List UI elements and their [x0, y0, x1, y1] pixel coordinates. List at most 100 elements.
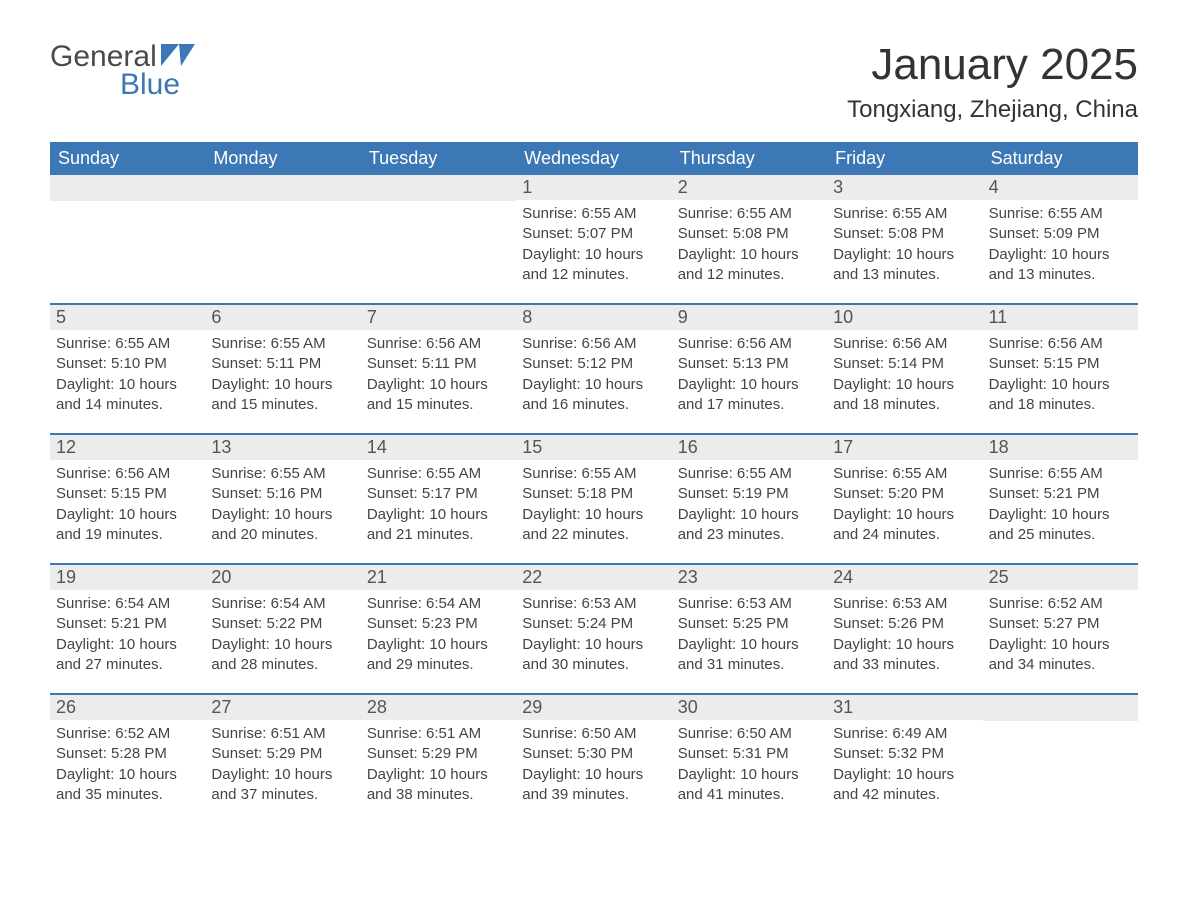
calendar-cell: 3Sunrise: 6:55 AMSunset: 5:08 PMDaylight… [827, 175, 982, 303]
day-number: 17 [827, 435, 982, 460]
daylight2-text: and 14 minutes. [56, 395, 199, 415]
daylight1-text: Daylight: 10 hours [522, 635, 665, 655]
calendar-cell [983, 695, 1138, 823]
sunrise-text: Sunrise: 6:54 AM [56, 594, 199, 614]
calendar: Sunday Monday Tuesday Wednesday Thursday… [50, 142, 1138, 823]
day-number: 1 [516, 175, 671, 200]
daylight1-text: Daylight: 10 hours [522, 375, 665, 395]
daylight2-text: and 21 minutes. [367, 525, 510, 545]
daylight2-text: and 25 minutes. [989, 525, 1132, 545]
daylight2-text: and 16 minutes. [522, 395, 665, 415]
dow-saturday: Saturday [983, 142, 1138, 175]
sunset-text: Sunset: 5:14 PM [833, 354, 976, 374]
daylight1-text: Daylight: 10 hours [211, 635, 354, 655]
sunrise-text: Sunrise: 6:53 AM [833, 594, 976, 614]
day-number [983, 695, 1138, 721]
day-number: 24 [827, 565, 982, 590]
sunrise-text: Sunrise: 6:53 AM [678, 594, 821, 614]
calendar-cell: 7Sunrise: 6:56 AMSunset: 5:11 PMDaylight… [361, 305, 516, 433]
calendar-cell: 26Sunrise: 6:52 AMSunset: 5:28 PMDayligh… [50, 695, 205, 823]
daylight1-text: Daylight: 10 hours [678, 245, 821, 265]
day-body: Sunrise: 6:55 AMSunset: 5:21 PMDaylight:… [983, 460, 1138, 553]
daylight2-text: and 15 minutes. [367, 395, 510, 415]
day-body: Sunrise: 6:53 AMSunset: 5:25 PMDaylight:… [672, 590, 827, 683]
day-number: 4 [983, 175, 1138, 200]
calendar-cell: 6Sunrise: 6:55 AMSunset: 5:11 PMDaylight… [205, 305, 360, 433]
calendar-cell: 25Sunrise: 6:52 AMSunset: 5:27 PMDayligh… [983, 565, 1138, 693]
day-number [50, 175, 205, 201]
day-number: 26 [50, 695, 205, 720]
day-body: Sunrise: 6:55 AMSunset: 5:09 PMDaylight:… [983, 200, 1138, 293]
day-body: Sunrise: 6:52 AMSunset: 5:27 PMDaylight:… [983, 590, 1138, 683]
day-number: 16 [672, 435, 827, 460]
calendar-cell: 19Sunrise: 6:54 AMSunset: 5:21 PMDayligh… [50, 565, 205, 693]
sunset-text: Sunset: 5:26 PM [833, 614, 976, 634]
day-number: 3 [827, 175, 982, 200]
dow-monday: Monday [205, 142, 360, 175]
sunrise-text: Sunrise: 6:56 AM [367, 334, 510, 354]
calendar-header-row: Sunday Monday Tuesday Wednesday Thursday… [50, 142, 1138, 175]
daylight1-text: Daylight: 10 hours [56, 765, 199, 785]
sunrise-text: Sunrise: 6:56 AM [833, 334, 976, 354]
day-number: 6 [205, 305, 360, 330]
daylight2-text: and 20 minutes. [211, 525, 354, 545]
dow-sunday: Sunday [50, 142, 205, 175]
day-body: Sunrise: 6:55 AMSunset: 5:10 PMDaylight:… [50, 330, 205, 423]
calendar-cell: 17Sunrise: 6:55 AMSunset: 5:20 PMDayligh… [827, 435, 982, 563]
calendar-cell: 12Sunrise: 6:56 AMSunset: 5:15 PMDayligh… [50, 435, 205, 563]
sunrise-text: Sunrise: 6:51 AM [211, 724, 354, 744]
day-number: 27 [205, 695, 360, 720]
daylight1-text: Daylight: 10 hours [367, 375, 510, 395]
daylight2-text: and 22 minutes. [522, 525, 665, 545]
day-body: Sunrise: 6:56 AMSunset: 5:15 PMDaylight:… [50, 460, 205, 553]
daylight2-text: and 31 minutes. [678, 655, 821, 675]
daylight1-text: Daylight: 10 hours [989, 635, 1132, 655]
sunset-text: Sunset: 5:27 PM [989, 614, 1132, 634]
day-body: Sunrise: 6:55 AMSunset: 5:16 PMDaylight:… [205, 460, 360, 553]
daylight1-text: Daylight: 10 hours [989, 375, 1132, 395]
daylight1-text: Daylight: 10 hours [678, 765, 821, 785]
calendar-cell: 23Sunrise: 6:53 AMSunset: 5:25 PMDayligh… [672, 565, 827, 693]
daylight1-text: Daylight: 10 hours [833, 375, 976, 395]
calendar-week: 5Sunrise: 6:55 AMSunset: 5:10 PMDaylight… [50, 303, 1138, 433]
daylight2-text: and 35 minutes. [56, 785, 199, 805]
calendar-week: 1Sunrise: 6:55 AMSunset: 5:07 PMDaylight… [50, 175, 1138, 303]
day-body: Sunrise: 6:55 AMSunset: 5:11 PMDaylight:… [205, 330, 360, 423]
day-number: 23 [672, 565, 827, 590]
sunset-text: Sunset: 5:11 PM [211, 354, 354, 374]
daylight2-text: and 13 minutes. [989, 265, 1132, 285]
weeks-container: 1Sunrise: 6:55 AMSunset: 5:07 PMDaylight… [50, 175, 1138, 823]
sunrise-text: Sunrise: 6:53 AM [522, 594, 665, 614]
day-body: Sunrise: 6:56 AMSunset: 5:15 PMDaylight:… [983, 330, 1138, 423]
daylight1-text: Daylight: 10 hours [833, 635, 976, 655]
sunset-text: Sunset: 5:23 PM [367, 614, 510, 634]
day-number: 7 [361, 305, 516, 330]
day-number: 11 [983, 305, 1138, 330]
day-number: 31 [827, 695, 982, 720]
day-body: Sunrise: 6:49 AMSunset: 5:32 PMDaylight:… [827, 720, 982, 813]
day-number: 13 [205, 435, 360, 460]
calendar-cell: 22Sunrise: 6:53 AMSunset: 5:24 PMDayligh… [516, 565, 671, 693]
day-number: 21 [361, 565, 516, 590]
day-body: Sunrise: 6:55 AMSunset: 5:18 PMDaylight:… [516, 460, 671, 553]
calendar-cell: 1Sunrise: 6:55 AMSunset: 5:07 PMDaylight… [516, 175, 671, 303]
daylight1-text: Daylight: 10 hours [367, 635, 510, 655]
daylight2-text: and 38 minutes. [367, 785, 510, 805]
sunrise-text: Sunrise: 6:50 AM [678, 724, 821, 744]
day-body: Sunrise: 6:56 AMSunset: 5:14 PMDaylight:… [827, 330, 982, 423]
daylight2-text: and 41 minutes. [678, 785, 821, 805]
daylight2-text: and 29 minutes. [367, 655, 510, 675]
daylight1-text: Daylight: 10 hours [833, 505, 976, 525]
day-number [205, 175, 360, 201]
calendar-cell: 15Sunrise: 6:55 AMSunset: 5:18 PMDayligh… [516, 435, 671, 563]
daylight2-text: and 27 minutes. [56, 655, 199, 675]
daylight2-text: and 12 minutes. [678, 265, 821, 285]
calendar-cell: 18Sunrise: 6:55 AMSunset: 5:21 PMDayligh… [983, 435, 1138, 563]
calendar-cell: 8Sunrise: 6:56 AMSunset: 5:12 PMDaylight… [516, 305, 671, 433]
calendar-cell [205, 175, 360, 303]
calendar-cell: 29Sunrise: 6:50 AMSunset: 5:30 PMDayligh… [516, 695, 671, 823]
day-body: Sunrise: 6:53 AMSunset: 5:24 PMDaylight:… [516, 590, 671, 683]
sunrise-text: Sunrise: 6:51 AM [367, 724, 510, 744]
calendar-cell: 13Sunrise: 6:55 AMSunset: 5:16 PMDayligh… [205, 435, 360, 563]
calendar-cell: 30Sunrise: 6:50 AMSunset: 5:31 PMDayligh… [672, 695, 827, 823]
